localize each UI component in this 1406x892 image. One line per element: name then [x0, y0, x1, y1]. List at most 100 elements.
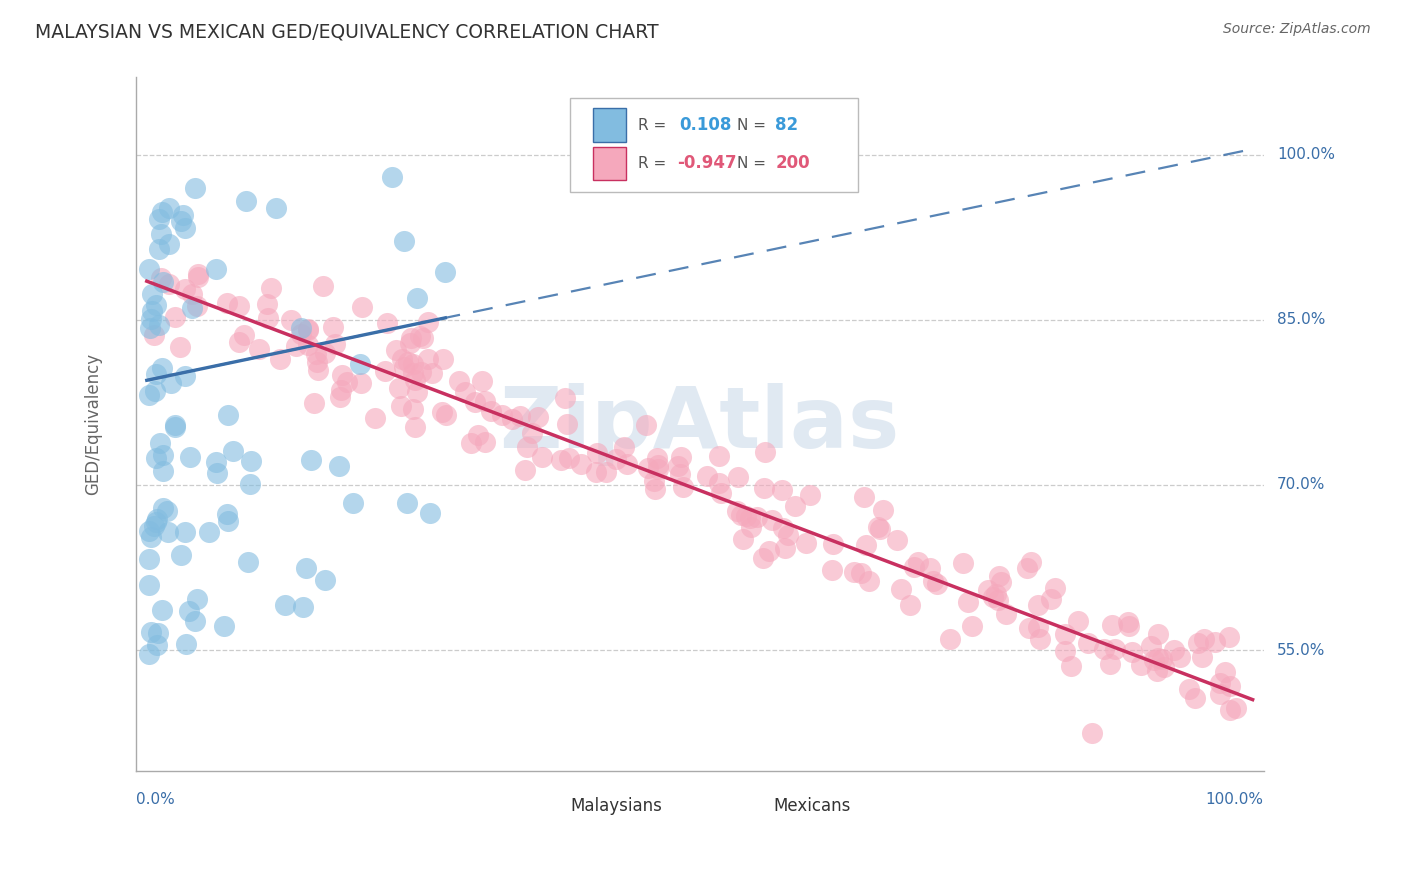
Point [391, 399, 413, 413]
Point [314, 346, 336, 360]
Point [149, 227, 172, 241]
Point [645, 450, 668, 465]
Point [170, 549, 193, 563]
Text: GED/Equivalency: GED/Equivalency [84, 353, 101, 495]
Point [146, 625, 169, 640]
Point [1029, 632, 1052, 646]
Point [235, 194, 257, 209]
Point [1219, 679, 1241, 693]
Point [799, 488, 821, 502]
Point [1077, 636, 1099, 650]
Point [1121, 645, 1143, 659]
Point [1018, 621, 1040, 635]
Point [307, 363, 329, 377]
Point [186, 299, 208, 313]
Point [957, 594, 980, 608]
Point [770, 483, 793, 497]
Point [138, 647, 160, 661]
Text: 85.0%: 85.0% [1277, 312, 1326, 327]
Point [391, 352, 413, 367]
Point [177, 604, 200, 618]
Text: N =: N = [737, 156, 770, 171]
Point [165, 420, 187, 434]
Point [416, 351, 439, 366]
Text: 70.0%: 70.0% [1277, 477, 1326, 492]
Point [467, 427, 489, 442]
Point [474, 393, 496, 408]
Point [145, 451, 167, 466]
Point [416, 315, 439, 329]
Point [374, 364, 396, 378]
Point [1021, 555, 1043, 569]
Point [558, 450, 581, 465]
Point [550, 453, 572, 467]
Point [1208, 687, 1230, 701]
Point [402, 402, 425, 417]
Point [738, 511, 761, 525]
Point [404, 373, 426, 387]
Point [1213, 665, 1236, 679]
Point [491, 409, 513, 423]
Point [385, 343, 408, 357]
Text: 55.0%: 55.0% [1277, 642, 1326, 657]
Point [952, 556, 974, 570]
Point [647, 458, 669, 473]
Point [730, 508, 752, 523]
Point [754, 481, 776, 495]
Point [990, 575, 1012, 590]
Point [145, 515, 167, 529]
Point [735, 508, 758, 523]
Point [406, 291, 429, 305]
Point [215, 507, 238, 521]
Point [922, 574, 945, 589]
Point [1039, 591, 1062, 606]
Point [851, 566, 873, 581]
Point [183, 614, 205, 628]
Text: 0.0%: 0.0% [136, 792, 174, 807]
Point [981, 591, 1004, 605]
Point [169, 214, 191, 228]
Point [453, 385, 475, 400]
Point [238, 476, 260, 491]
Point [1116, 615, 1139, 630]
Point [240, 454, 263, 468]
Point [432, 405, 454, 419]
Point [977, 582, 1000, 597]
Point [411, 365, 433, 379]
Point [205, 261, 228, 276]
Point [872, 503, 894, 517]
Point [398, 335, 420, 350]
Point [257, 311, 280, 326]
Point [1060, 658, 1083, 673]
Point [142, 328, 165, 343]
Point [707, 475, 730, 490]
Point [236, 555, 259, 569]
Point [613, 440, 636, 454]
Point [412, 331, 434, 345]
Point [146, 638, 169, 652]
Text: Source: ZipAtlas.com: Source: ZipAtlas.com [1223, 22, 1371, 37]
Point [179, 450, 201, 465]
Point [1053, 643, 1076, 657]
Point [264, 201, 287, 215]
Point [1163, 642, 1185, 657]
Point [571, 457, 593, 471]
Point [139, 624, 162, 639]
Point [419, 506, 441, 520]
Point [388, 381, 411, 395]
Point [314, 573, 336, 587]
Point [312, 279, 335, 293]
Point [907, 555, 929, 569]
Point [671, 480, 693, 494]
Point [217, 408, 239, 422]
Point [217, 514, 239, 528]
Point [274, 599, 297, 613]
Point [647, 462, 669, 476]
Point [174, 637, 197, 651]
Point [1043, 582, 1066, 596]
Point [987, 593, 1010, 607]
Point [1192, 632, 1215, 646]
Point [1142, 653, 1164, 667]
Point [1067, 614, 1090, 628]
Point [740, 520, 762, 534]
